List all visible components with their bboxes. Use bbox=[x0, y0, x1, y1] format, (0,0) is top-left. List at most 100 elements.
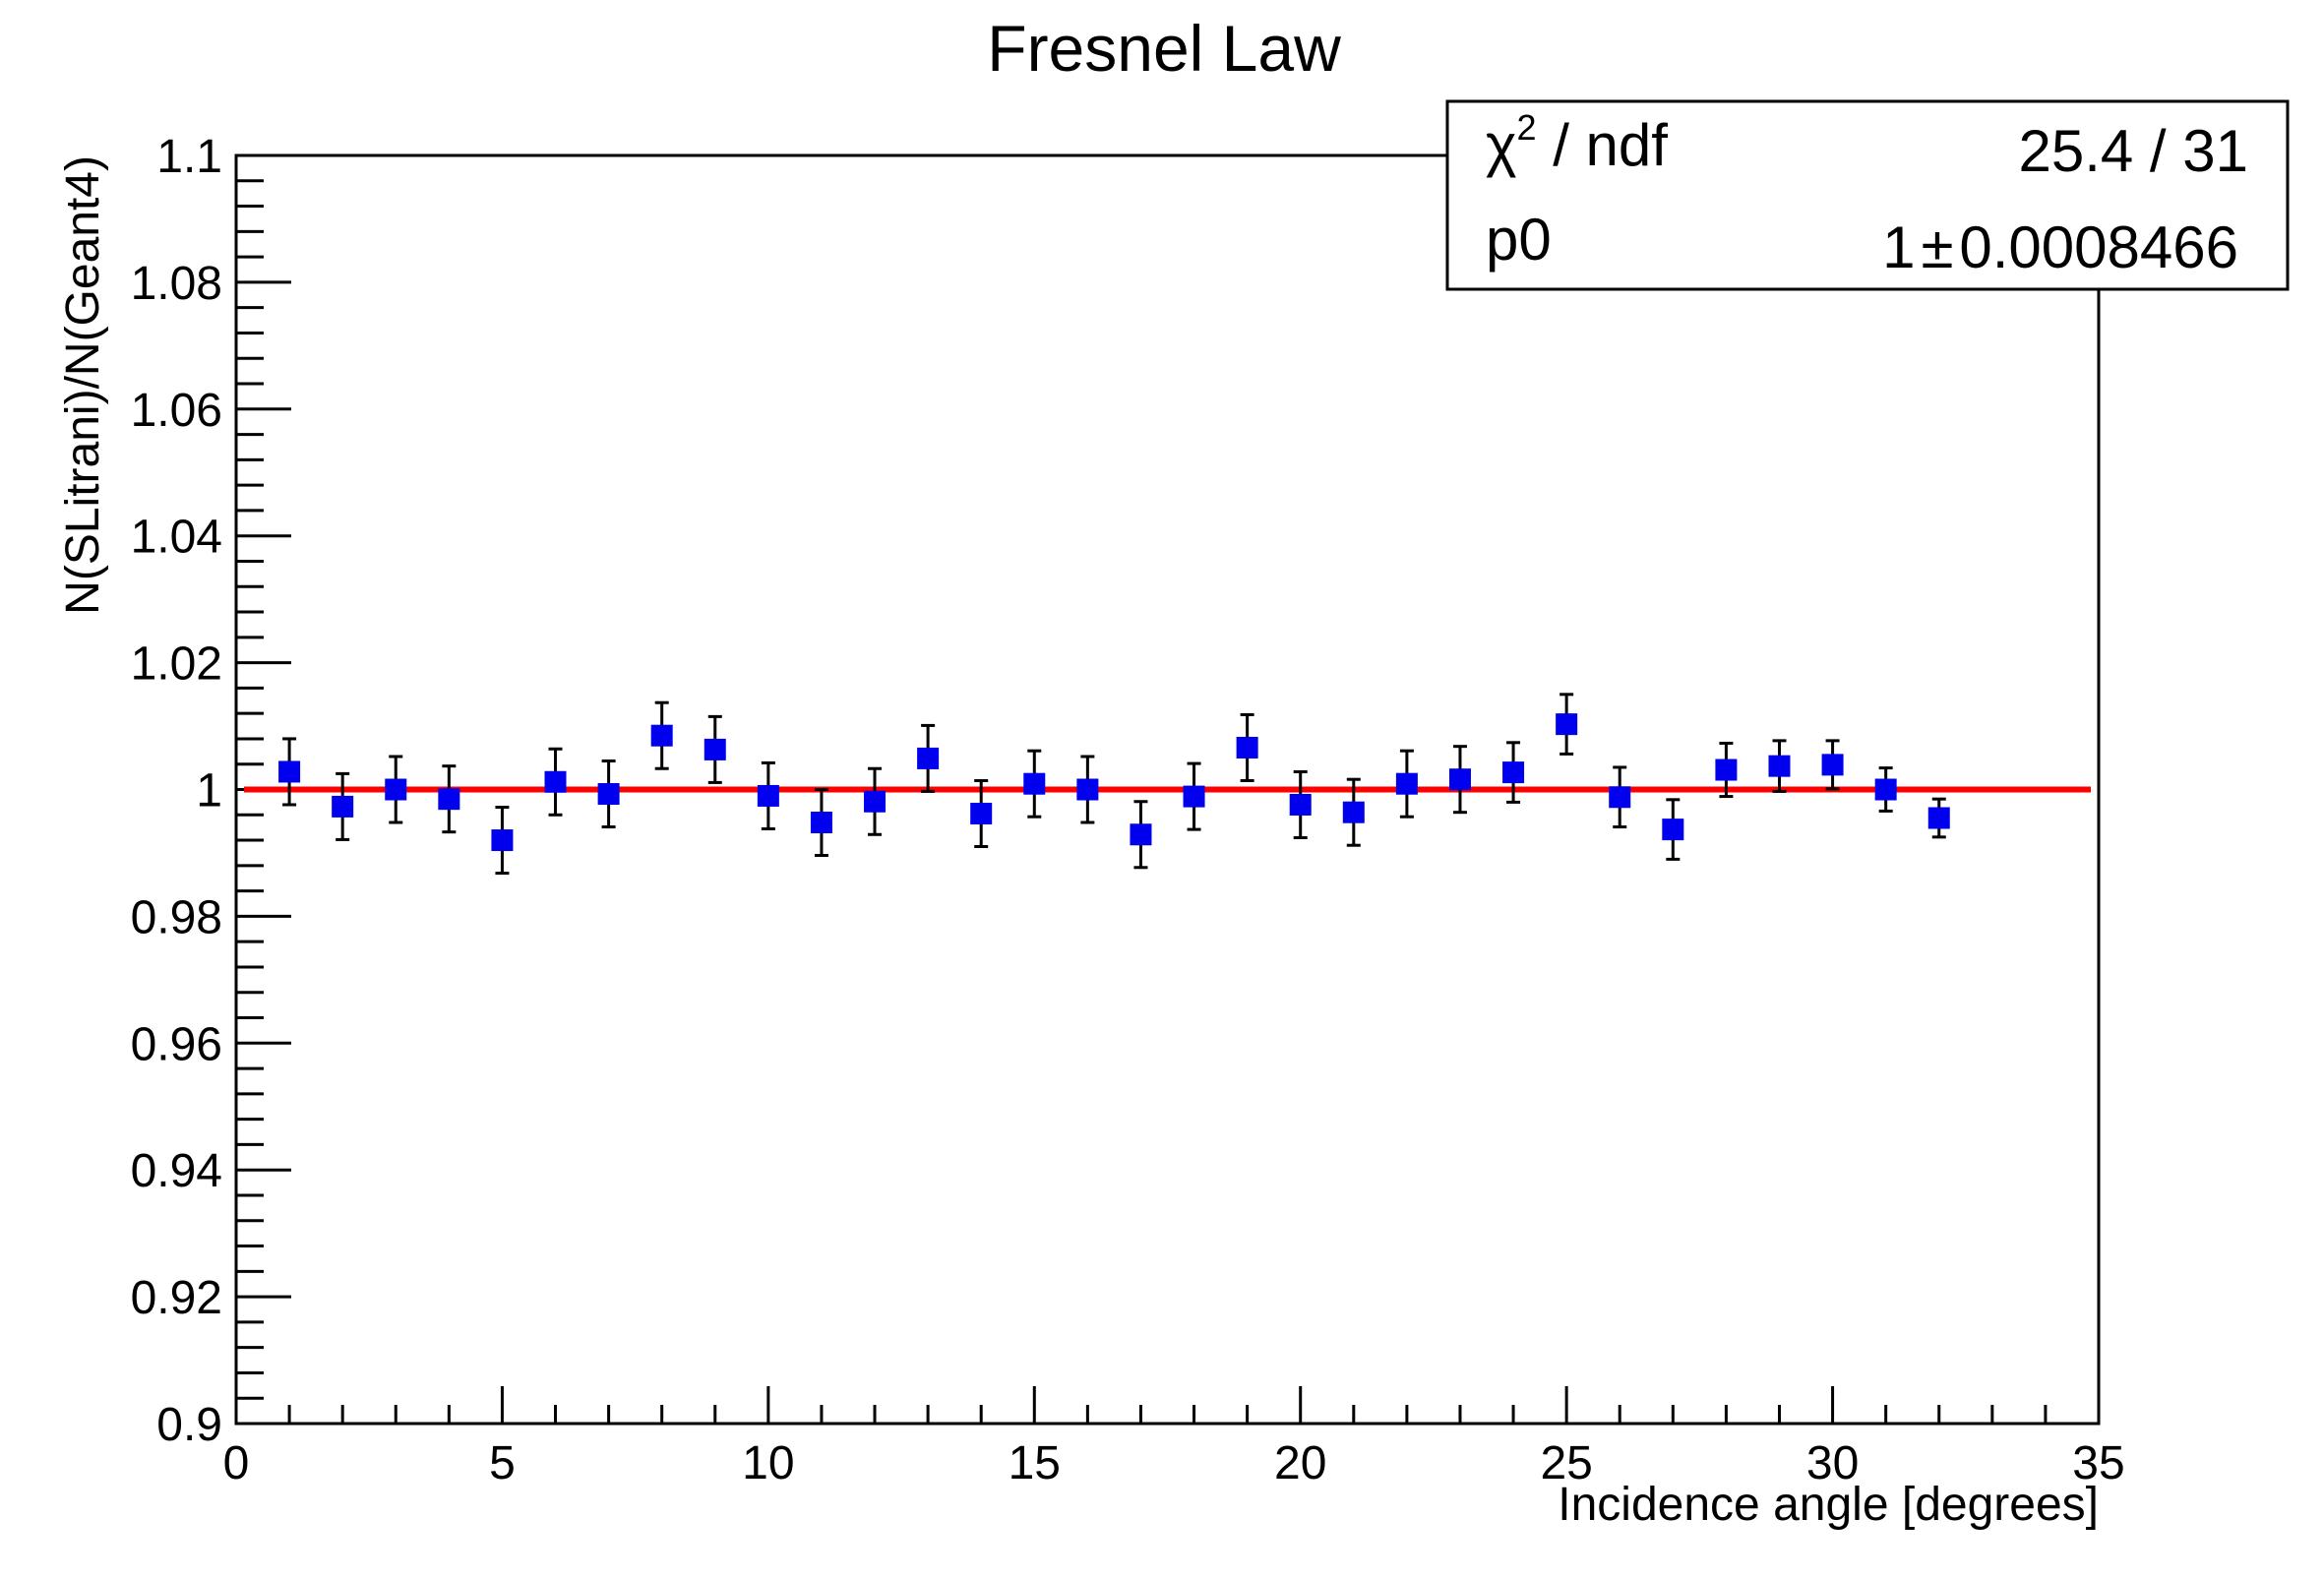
data-marker bbox=[970, 802, 993, 824]
p0-label: p0 bbox=[1486, 207, 1552, 273]
chi2-symbol: χ bbox=[1486, 112, 1517, 178]
data-marker bbox=[1395, 772, 1418, 795]
data-point bbox=[917, 723, 940, 793]
y-tick-label: 0.98 bbox=[131, 891, 222, 943]
x-axis-ticks: 0 5 10 15 20 25 30 35 bbox=[223, 1386, 2125, 1489]
x-tick-label: 20 bbox=[1274, 1437, 1326, 1489]
data-marker bbox=[1556, 713, 1578, 736]
data-marker bbox=[703, 738, 726, 760]
data-point bbox=[1821, 739, 1844, 791]
y-axis-ticks: 0.9 0.92 0.94 0.96 0.98 1 1.02 1.04 1.06 1.08 1.1 bbox=[131, 131, 291, 1451]
data-point bbox=[1556, 693, 1578, 756]
data-point bbox=[1289, 769, 1312, 839]
chart-title: Fresnel Law bbox=[987, 12, 1341, 85]
data-point bbox=[1076, 755, 1099, 824]
data-marker bbox=[757, 784, 779, 807]
data-marker bbox=[1662, 819, 1684, 841]
data-point bbox=[1927, 797, 1950, 839]
data-marker bbox=[1342, 801, 1365, 823]
data-point bbox=[1023, 749, 1046, 819]
data-point bbox=[970, 778, 993, 849]
data-marker bbox=[544, 770, 567, 793]
y-tick-label: 1.04 bbox=[131, 512, 222, 564]
data-point bbox=[810, 788, 832, 858]
data-point bbox=[864, 766, 887, 836]
data-point bbox=[1715, 741, 1738, 799]
data-point bbox=[703, 714, 726, 784]
data-marker bbox=[1768, 755, 1791, 777]
y-axis-label: N(SLitrani)/N(Geant4) bbox=[57, 155, 109, 615]
data-marker bbox=[278, 760, 301, 783]
data-point bbox=[1236, 712, 1258, 782]
data-point bbox=[1662, 798, 1684, 861]
y-tick-label: 1 bbox=[196, 765, 222, 818]
data-point bbox=[1768, 739, 1791, 793]
data-marker bbox=[1289, 793, 1312, 816]
data-point bbox=[438, 764, 460, 834]
data-marker bbox=[491, 829, 514, 852]
data-point bbox=[1448, 745, 1471, 815]
y-tick-label: 1.08 bbox=[131, 258, 222, 310]
data-marker bbox=[650, 724, 673, 747]
y-tick-label: 0.96 bbox=[131, 1018, 222, 1070]
data-point bbox=[1609, 765, 1631, 829]
data-point bbox=[650, 700, 673, 770]
data-point bbox=[597, 759, 620, 829]
data-marker bbox=[810, 812, 832, 834]
data-marker bbox=[1448, 768, 1471, 791]
stats-box-frame bbox=[1445, 99, 2290, 291]
data-marker bbox=[1874, 778, 1897, 801]
data-point bbox=[278, 737, 301, 807]
x-tick-label: 5 bbox=[489, 1437, 516, 1489]
y-tick-label: 0.94 bbox=[131, 1145, 222, 1197]
data-marker bbox=[597, 783, 620, 806]
x-axis-label: Incidence angle [degrees] bbox=[1558, 1479, 2099, 1531]
y-tick-label: 1.1 bbox=[156, 131, 222, 183]
data-point bbox=[544, 747, 567, 817]
data-points bbox=[278, 693, 1950, 876]
data-marker bbox=[1076, 778, 1099, 801]
data-point bbox=[332, 771, 354, 841]
data-point bbox=[1342, 777, 1365, 847]
p0-error: 0.0008466 bbox=[1959, 214, 2238, 280]
y-tick-label: 1.06 bbox=[131, 385, 222, 437]
data-marker bbox=[917, 747, 940, 769]
data-point bbox=[1395, 749, 1418, 819]
data-marker bbox=[864, 790, 887, 813]
fit-stats-box: χ2 / ndf 25.4 / 31 p0 1 ±0.0008466 bbox=[1445, 99, 2290, 291]
y-tick-label: 0.92 bbox=[131, 1272, 222, 1324]
data-marker bbox=[1715, 759, 1738, 781]
x-tick-label: 10 bbox=[742, 1437, 794, 1489]
data-marker bbox=[1821, 754, 1844, 776]
data-marker bbox=[438, 788, 460, 811]
plus-minus-symbol: ± bbox=[1921, 214, 1953, 280]
data-marker bbox=[1609, 786, 1631, 809]
data-marker bbox=[1927, 807, 1950, 829]
x-tick-label: 35 bbox=[2072, 1437, 2124, 1489]
data-marker bbox=[1502, 761, 1525, 784]
chi2-superscript: 2 bbox=[1517, 107, 1537, 148]
x-tick-label: 25 bbox=[1540, 1437, 1592, 1489]
data-marker bbox=[1023, 772, 1046, 795]
chi2-value: 25.4 / 31 bbox=[2018, 118, 2248, 184]
x-tick-label: 0 bbox=[223, 1437, 250, 1489]
data-point bbox=[1130, 800, 1152, 870]
data-point bbox=[1874, 766, 1897, 813]
data-marker bbox=[1236, 736, 1258, 759]
data-point bbox=[491, 806, 514, 876]
chi2-label: χ2 / ndf bbox=[1486, 107, 1668, 178]
data-marker bbox=[332, 795, 354, 818]
p0-value: 1 ±0.0008466 bbox=[1882, 214, 2238, 280]
data-point bbox=[1502, 741, 1525, 804]
x-tick-label: 15 bbox=[1009, 1437, 1061, 1489]
chi2-ndf-label: / ndf bbox=[1537, 112, 1669, 178]
y-tick-label: 0.9 bbox=[156, 1399, 222, 1451]
data-point bbox=[1183, 761, 1205, 831]
x-tick-label: 30 bbox=[1806, 1437, 1859, 1489]
data-marker bbox=[1183, 785, 1205, 808]
data-point bbox=[757, 760, 779, 830]
y-tick-label: 1.02 bbox=[131, 638, 222, 691]
data-marker bbox=[1130, 823, 1152, 846]
